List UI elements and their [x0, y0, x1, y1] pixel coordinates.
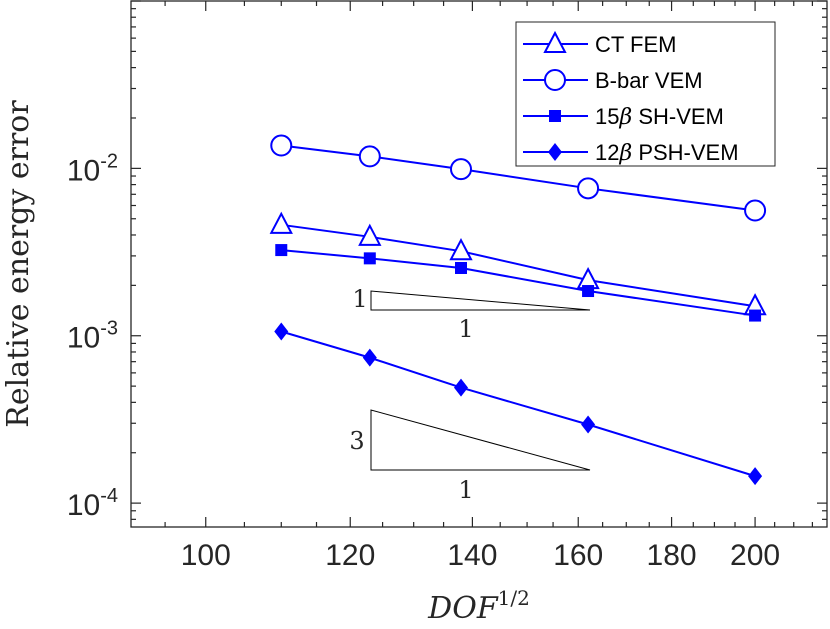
series-2: [275, 244, 762, 322]
legend-label: B-bar VEM: [595, 68, 703, 93]
legend-label: CT FEM: [595, 32, 676, 57]
legend: CT FEM B-bar VEM 15β SH-VEM 12β PSH-VEM: [515, 21, 776, 167]
slope-run-label: 1: [458, 476, 473, 504]
data-point: [362, 348, 377, 367]
series-3: [274, 322, 763, 486]
slope-run-label: 1: [458, 315, 473, 343]
data-point: [744, 199, 767, 222]
slope-rise-label: 3: [349, 427, 364, 455]
legend-entry: B-bar VEM: [523, 68, 703, 93]
data-point: [363, 252, 376, 265]
data-point: [274, 322, 289, 341]
series-0: [269, 211, 767, 316]
x-tick-label: 160: [553, 539, 603, 572]
data-point: [577, 177, 600, 200]
x-tick-label: 100: [181, 539, 231, 572]
data-point: [275, 244, 288, 257]
y-tick-label: 10-4: [67, 485, 118, 522]
legend-label: 15β SH-VEM: [595, 104, 724, 130]
legend-entry: CT FEM: [523, 30, 676, 57]
data-point: [748, 467, 763, 486]
x-tick-label: 140: [447, 539, 497, 572]
slope-rise-label: 1: [352, 285, 367, 313]
data-point: [358, 223, 382, 246]
series-layer: [269, 134, 767, 486]
data-point: [454, 378, 469, 397]
x-tick-label: 120: [325, 539, 375, 572]
legend-marker: [549, 110, 561, 122]
data-point: [582, 285, 595, 298]
plot-frame: [130, 0, 828, 528]
data-point: [749, 309, 762, 322]
x-axis-label: DOF1/2: [427, 586, 530, 626]
data-point: [450, 158, 473, 181]
y-tick-label: 10-3: [67, 318, 118, 355]
x-tick-label: 180: [647, 539, 697, 572]
slope-triangles: 1 1 3 1: [349, 285, 591, 504]
x-tick-label: 200: [730, 539, 780, 572]
data-point: [358, 145, 381, 168]
slope-triangle: [370, 290, 591, 311]
slope-triangle: [370, 409, 591, 471]
legend-entry: 12β PSH-VEM: [523, 140, 739, 166]
legend-label: 12β PSH-VEM: [595, 140, 739, 166]
data-point: [269, 211, 293, 234]
data-point: [449, 238, 473, 261]
legend-entry: 15β SH-VEM: [523, 104, 724, 130]
series-1: [270, 134, 767, 222]
y-tick-label: 10-2: [67, 150, 118, 187]
data-point: [581, 415, 596, 434]
data-point: [455, 261, 468, 274]
y-axis-label: Relative energy error: [1, 100, 36, 428]
data-point: [270, 134, 293, 157]
legend-marker: [543, 30, 567, 53]
legend-marker: [548, 143, 562, 161]
legend-marker: [544, 69, 566, 91]
